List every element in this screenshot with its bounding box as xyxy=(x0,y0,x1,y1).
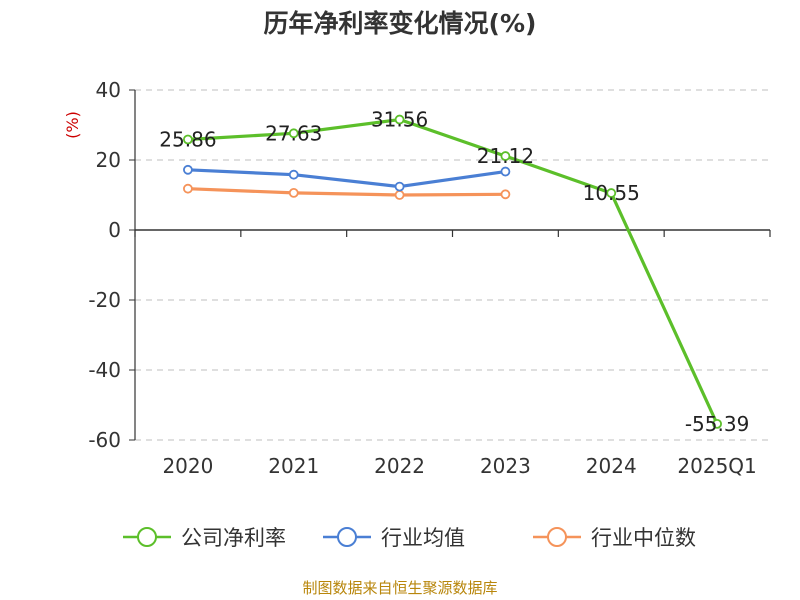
legend-marker xyxy=(547,527,567,547)
data-labels: 25.86 27.63 31.56 21.12 10.55 -55.39 xyxy=(159,108,749,436)
data-label: 21.12 xyxy=(477,144,534,168)
series-line xyxy=(187,117,719,425)
x-tick-label: 2022 xyxy=(374,454,425,478)
x-tick-label: 2021 xyxy=(268,454,319,478)
data-point xyxy=(183,164,193,175)
data-label: 31.56 xyxy=(371,108,428,132)
legend-marker xyxy=(137,527,157,547)
data-point xyxy=(183,183,193,194)
axes: 40 20 0 -20 -40 -60 2020 2021 2022 2023 2024 2025Q1 xyxy=(88,78,771,478)
series-lines xyxy=(183,114,722,429)
legend-label: 行业中位数 xyxy=(591,526,696,550)
data-label: 25.86 xyxy=(159,127,216,151)
series-line xyxy=(187,187,506,197)
y-tick-label: -60 xyxy=(88,428,121,452)
data-point xyxy=(183,134,193,145)
source-note: 制图数据来自恒生聚源数据库 xyxy=(302,579,497,597)
data-point xyxy=(394,114,405,125)
y-tick-label: 20 xyxy=(96,148,121,172)
x-tick-label: 2024 xyxy=(586,454,637,478)
chart-title: 历年净利率变化情况(%) xyxy=(264,9,537,38)
data-point xyxy=(288,169,299,180)
data-point xyxy=(500,189,511,200)
legend-marker xyxy=(337,527,357,547)
data-point xyxy=(394,190,405,200)
data-point xyxy=(288,187,299,198)
data-point xyxy=(288,128,299,139)
legend-label: 行业均值 xyxy=(381,526,465,550)
y-tick-label: 40 xyxy=(96,78,121,102)
y-tick-label: -20 xyxy=(88,288,121,312)
x-tick-label: 2023 xyxy=(480,454,531,478)
legend-label: 公司净利率 xyxy=(181,526,286,550)
data-label: 27.63 xyxy=(265,121,322,145)
x-tick-label: 2020 xyxy=(162,454,213,478)
data-label: 10.55 xyxy=(583,181,640,205)
data-label: -55.39 xyxy=(685,412,749,436)
data-point xyxy=(500,166,511,177)
data-point xyxy=(712,418,722,429)
series-line xyxy=(187,168,506,189)
x-tick-label: 2025Q1 xyxy=(677,454,756,478)
y-axis-unit: (%) xyxy=(63,111,82,139)
data-point xyxy=(606,188,617,198)
legend: 公司净利率 行业均值 行业中位数 xyxy=(123,526,696,550)
grid-lines xyxy=(135,89,770,441)
data-point xyxy=(394,181,405,192)
y-tick-label: -40 xyxy=(88,358,121,382)
y-tick-label: 0 xyxy=(108,218,121,242)
data-point xyxy=(500,151,511,161)
